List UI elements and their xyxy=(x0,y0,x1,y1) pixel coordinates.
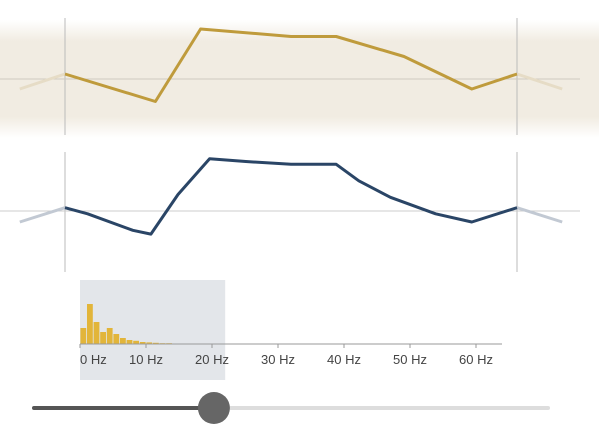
lowpass-filter-region xyxy=(80,280,226,380)
input-waveform-ghost-left xyxy=(19,72,66,91)
input-waveform-line xyxy=(64,27,518,103)
spectrum-bar xyxy=(93,322,100,344)
spectrum-tick-label: 30 Hz xyxy=(261,352,295,367)
output-waveform-panel xyxy=(0,152,580,272)
spectrum-bar xyxy=(80,328,87,344)
input-waveform-ghost-right xyxy=(516,72,563,91)
spectrum-axis-ticks: 0 Hz 10 Hz 20 Hz 30 Hz 40 Hz 50 Hz 60 Hz xyxy=(79,344,493,367)
output-waveform-ghost-right xyxy=(516,206,563,224)
spectrum-bars xyxy=(80,304,186,344)
spectrum-bar xyxy=(146,342,153,344)
spectrum-tick-label: 60 Hz xyxy=(459,352,493,367)
output-waveform-ghost-left xyxy=(19,206,66,224)
spectrum-bar xyxy=(133,340,139,344)
spectrum-bar xyxy=(87,304,93,344)
spectrum-tick-label: 0 Hz xyxy=(80,352,107,367)
spectrum-bar xyxy=(113,334,120,344)
spectrum-tick-label: 10 Hz xyxy=(129,352,163,367)
slider-handle[interactable] xyxy=(197,392,230,424)
spectrum-bar xyxy=(153,342,159,344)
spectrum-tick-label: 20 Hz xyxy=(195,352,229,367)
spectrum-tick-label: 50 Hz xyxy=(393,352,427,367)
spectrum-bar xyxy=(126,340,133,344)
input-waveform-panel xyxy=(0,18,599,138)
spectrum-bar xyxy=(139,342,146,344)
spectrum-bar xyxy=(120,338,126,344)
cutoff-slider[interactable] xyxy=(32,392,550,424)
output-waveform-line xyxy=(64,157,518,236)
spectrum-bar xyxy=(106,328,113,344)
spectrum-bar xyxy=(100,332,106,344)
spectrum-tick-label: 40 Hz xyxy=(327,352,361,367)
frequency-spectrum: 0 Hz 10 Hz 20 Hz 30 Hz 40 Hz 50 Hz 60 Hz xyxy=(79,280,502,380)
